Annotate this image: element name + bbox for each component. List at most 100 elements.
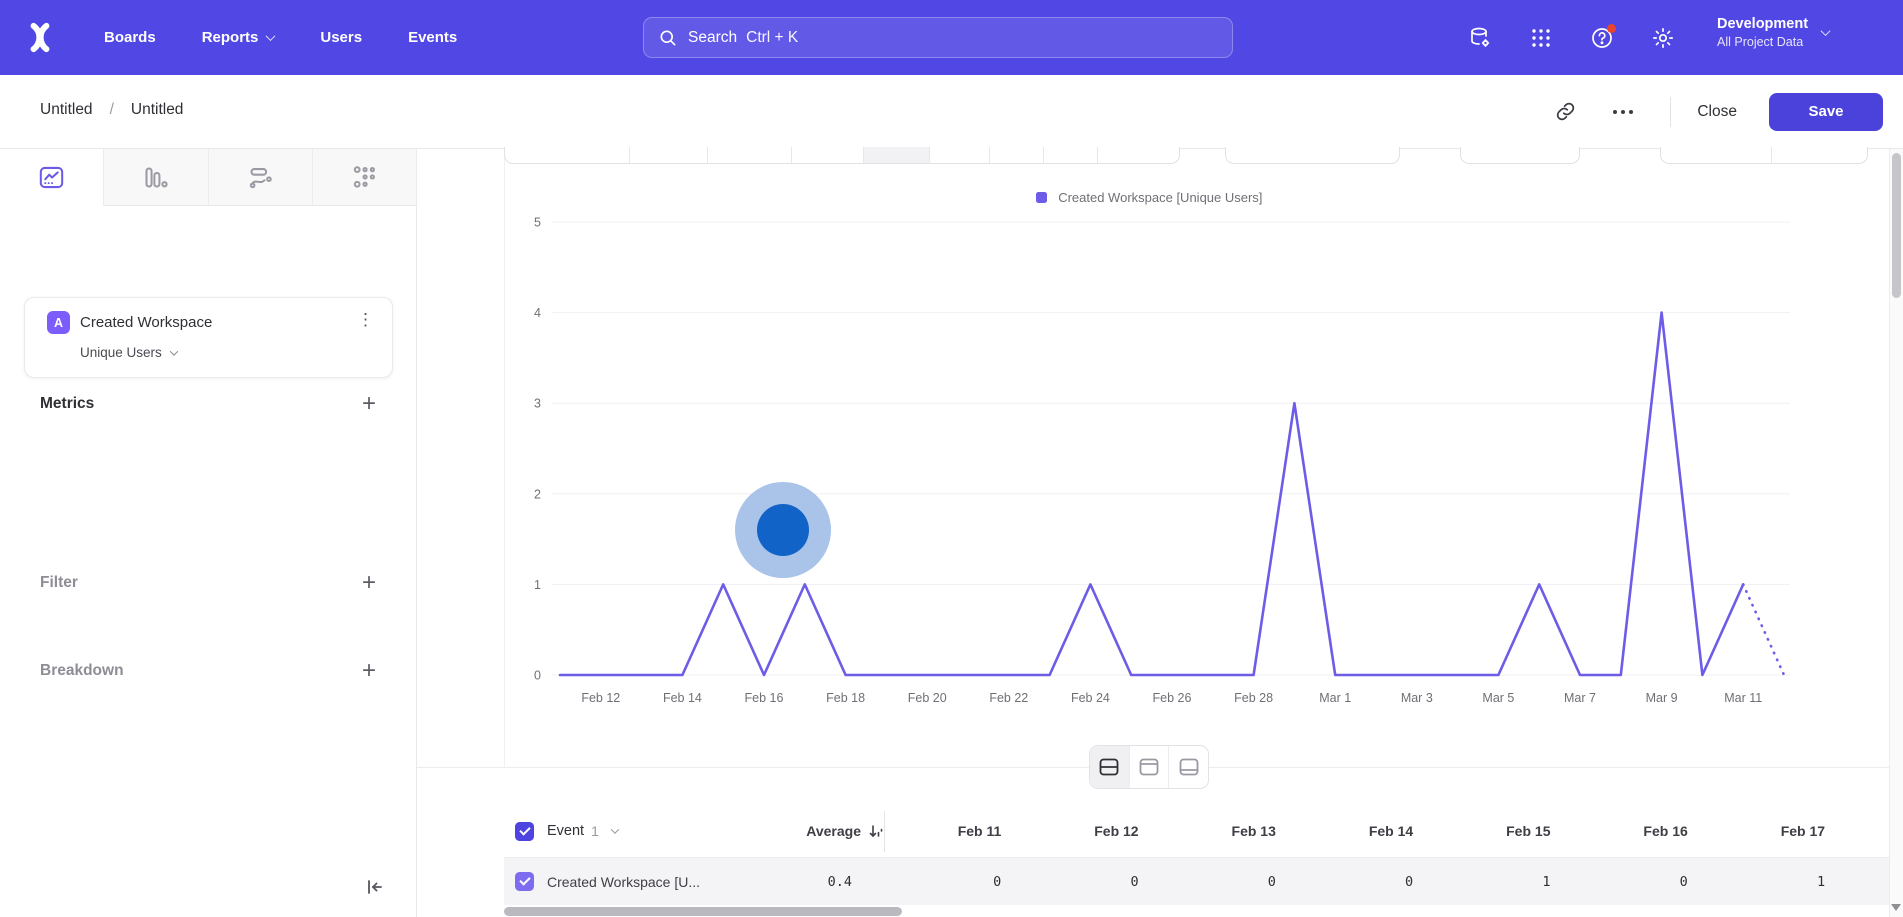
add-metric-button[interactable]: + (362, 394, 376, 414)
vertical-scrollbar-thumb[interactable] (1892, 153, 1901, 298)
help-icon[interactable] (1590, 26, 1614, 50)
nav-boards[interactable]: Boards (104, 29, 156, 46)
data-management-icon[interactable] (1468, 26, 1492, 50)
vertical-scrollbar-track[interactable] (1889, 149, 1903, 917)
breadcrumb: Untitled / Untitled (40, 101, 183, 119)
x-tick-label: Feb 16 (745, 691, 784, 705)
date-value-cells: 0000101 (884, 858, 1845, 905)
x-tick-label: Feb 14 (663, 691, 702, 705)
more-options-icon[interactable] (1606, 95, 1640, 129)
project-switcher[interactable]: Development All Project Data (1717, 14, 1829, 51)
x-tick-label: Mar 7 (1564, 691, 1596, 705)
header-divider (1670, 97, 1671, 127)
add-filter-button[interactable]: + (362, 573, 376, 593)
breakdown-table: Event 1 Average Feb 11Feb 12Feb 13Feb 14… (504, 805, 1889, 917)
value-cell: 0 (1159, 858, 1296, 905)
tab-insights[interactable] (0, 149, 104, 206)
metric-card[interactable]: A Created Workspace ⋮ Unique Users (24, 297, 393, 378)
row-checkbox[interactable] (515, 872, 534, 891)
table-header-row: Event 1 Average Feb 11Feb 12Feb 13Feb 14… (504, 805, 1889, 858)
date-column-header[interactable]: Feb 17 (1708, 805, 1845, 857)
metric-measure-dropdown[interactable]: Unique Users (80, 345, 177, 360)
panel-layout-toggles (1089, 745, 1209, 789)
sort-descending-icon[interactable] (869, 824, 884, 839)
value-cell: 0 (1296, 858, 1433, 905)
breadcrumb-report[interactable]: Untitled (131, 101, 184, 119)
mixpanel-logo[interactable] (24, 22, 56, 53)
chart-line-projection (1743, 584, 1784, 675)
horizontal-scrollbar[interactable] (504, 907, 902, 916)
layout-table-only-icon[interactable] (1169, 746, 1208, 788)
event-header-cell[interactable]: Event 1 (515, 805, 618, 857)
nav-events[interactable]: Events (408, 29, 457, 46)
x-tick-label: Feb 26 (1153, 691, 1192, 705)
date-column-header[interactable]: Feb 13 (1159, 805, 1296, 857)
chart-toolbar-partial (1225, 147, 1400, 164)
average-header-cell[interactable]: Average (634, 805, 884, 857)
y-tick-label: 4 (534, 306, 541, 320)
nav-reports[interactable]: Reports (202, 29, 275, 46)
top-nav: Boards Reports Users Events Search Ctrl … (0, 0, 1903, 75)
x-tick-label: Mar 5 (1482, 691, 1514, 705)
chevron-down-icon (611, 825, 619, 833)
tab-funnels[interactable] (104, 149, 208, 206)
date-column-header[interactable]: Feb 11 (884, 805, 1021, 857)
value-cell: 1 (1708, 858, 1845, 905)
metric-badge: A (47, 311, 70, 334)
tab-retention[interactable] (313, 149, 417, 206)
select-all-checkbox[interactable] (515, 822, 534, 841)
x-tick-label: Feb 28 (1234, 691, 1273, 705)
metric-name: Created Workspace (80, 314, 212, 331)
chart-toolbar-partial (1460, 147, 1580, 164)
search-icon (658, 28, 678, 48)
search-placeholder: Search (688, 29, 737, 47)
scrollbar-down-arrow[interactable] (1891, 904, 1901, 911)
chevron-down-icon (1821, 26, 1831, 36)
apps-grid-icon[interactable] (1529, 26, 1553, 50)
search-input[interactable]: Search Ctrl + K (643, 17, 1233, 58)
x-tick-label: Feb 24 (1071, 691, 1110, 705)
date-column-header[interactable]: Feb 15 (1433, 805, 1570, 857)
project-scope: All Project Data (1717, 34, 1808, 51)
value-cell: 1 (1433, 858, 1570, 905)
search-shortcut: Ctrl + K (746, 29, 798, 47)
layout-split-horizontal-icon[interactable] (1090, 746, 1130, 788)
average-value-cell: 0.4 (634, 858, 886, 905)
x-tick-label: Feb 18 (826, 691, 865, 705)
date-header-cells: Feb 11Feb 12Feb 13Feb 14Feb 15Feb 16Feb … (884, 805, 1845, 857)
tab-flows[interactable] (209, 149, 313, 206)
cursor-pointer-dot (757, 504, 809, 556)
x-tick-label: Mar 1 (1319, 691, 1351, 705)
x-tick-label: Feb 22 (989, 691, 1028, 705)
event-count: 1 (591, 823, 599, 839)
value-cell: 0 (1021, 858, 1158, 905)
breakdown-section-title: Breakdown (40, 662, 124, 680)
date-column-header[interactable]: Feb 12 (1021, 805, 1158, 857)
chevron-down-icon (170, 347, 178, 355)
y-tick-label: 1 (534, 578, 541, 592)
y-tick-label: 5 (534, 216, 541, 230)
y-tick-label: 0 (534, 669, 541, 683)
chevron-down-icon (266, 31, 276, 41)
breadcrumb-board[interactable]: Untitled (40, 101, 93, 119)
date-column-header[interactable]: Feb 16 (1570, 805, 1707, 857)
save-button[interactable]: Save (1769, 93, 1883, 131)
nav-users[interactable]: Users (320, 29, 362, 46)
table-row[interactable]: Created Workspace [U... 0.4 0000101 (504, 858, 1889, 905)
collapse-sidebar-icon[interactable] (360, 874, 390, 900)
nav-icon-group (1468, 0, 1675, 75)
chart-toolbar-partial (504, 147, 1180, 164)
line-chart[interactable]: 012345Feb 12Feb 14Feb 16Feb 18Feb 20Feb … (504, 167, 1896, 718)
add-breakdown-button[interactable]: + (362, 661, 376, 681)
layout-chart-only-icon[interactable] (1130, 746, 1170, 788)
metrics-section-title: Metrics (40, 395, 94, 413)
report-header: Untitled / Untitled Close Save (0, 75, 1903, 149)
metric-kebab-icon[interactable]: ⋮ (357, 310, 374, 330)
date-column-header[interactable]: Feb 14 (1296, 805, 1433, 857)
y-tick-label: 2 (534, 487, 541, 501)
settings-gear-icon[interactable] (1651, 26, 1675, 50)
project-name: Development (1717, 14, 1808, 34)
copy-link-icon[interactable] (1548, 95, 1582, 129)
close-button[interactable]: Close (1697, 103, 1737, 121)
notification-dot (1607, 24, 1616, 33)
